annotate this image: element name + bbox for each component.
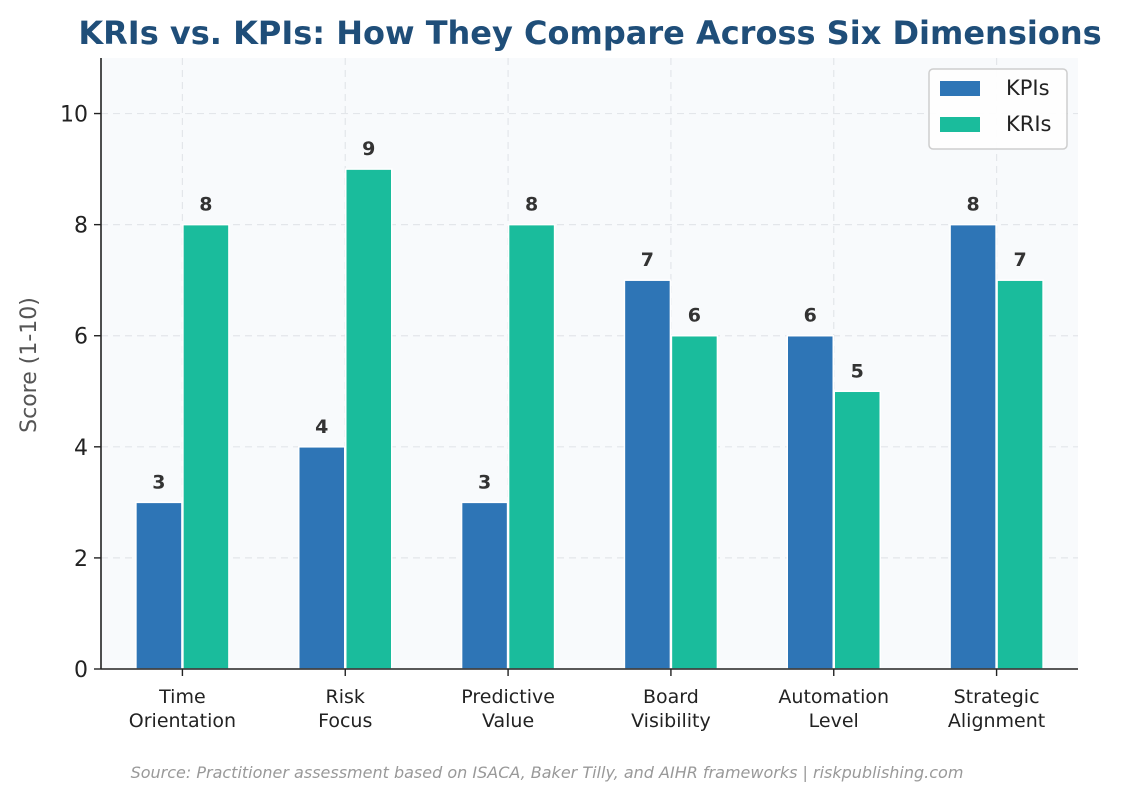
- plot-background: [101, 58, 1078, 669]
- x-tick-label: Predictive: [461, 686, 555, 708]
- y-axis-label: Score (1-10): [17, 297, 42, 433]
- x-tick-label: Board: [643, 686, 699, 708]
- bar-kpis-1: [298, 446, 346, 670]
- data-label: 4: [315, 416, 328, 438]
- bar-kpis-4: [786, 334, 834, 670]
- legend-label: KPIs: [1006, 76, 1050, 100]
- bar-kris-4: [833, 390, 881, 670]
- x-tick-label: Alignment: [948, 710, 1045, 732]
- legend-swatch-kris: [940, 117, 980, 132]
- legend-label: KRIs: [1006, 112, 1052, 136]
- data-label: 7: [1013, 249, 1026, 271]
- legend: KPIs KRIs: [928, 68, 1068, 150]
- y-tick-label: 4: [74, 436, 88, 461]
- source-note: Source: Practitioner assessment based on…: [131, 763, 964, 782]
- bar-kpis-3: [623, 279, 672, 670]
- bar-kpis-5: [949, 223, 997, 670]
- y-tick-label: 0: [74, 658, 88, 683]
- y-tick-label: 2: [74, 547, 88, 572]
- data-label: 7: [641, 249, 654, 271]
- x-tick-label: Strategic: [954, 686, 1040, 708]
- data-label: 3: [152, 471, 165, 493]
- x-tick-label: Time: [158, 686, 206, 708]
- x-tick-label: Automation: [778, 686, 889, 708]
- bar-kris-0: [182, 223, 230, 670]
- chart-title: KRIs vs. KPIs: How They Compare Across S…: [78, 14, 1101, 52]
- x-tick-label: Focus: [318, 710, 372, 732]
- bar-kpis-2: [460, 501, 509, 670]
- data-label: 3: [478, 471, 491, 493]
- data-label: 5: [851, 360, 864, 382]
- bar-kris-3: [670, 334, 719, 670]
- data-label: 6: [688, 305, 701, 327]
- legend-swatch-kpis: [940, 81, 980, 96]
- data-label: 8: [199, 194, 212, 216]
- bar-kris-2: [507, 223, 556, 670]
- bar-kpis-0: [135, 501, 183, 670]
- y-tick-label: 10: [60, 103, 88, 128]
- x-tick-label: Orientation: [129, 710, 236, 732]
- y-tick-label: 6: [74, 325, 88, 350]
- x-tick-label: Visibility: [631, 710, 711, 732]
- bar-kris-5: [996, 279, 1044, 670]
- data-label: 8: [525, 194, 538, 216]
- x-tick-label: Risk: [326, 686, 365, 708]
- data-label: 8: [966, 194, 979, 216]
- x-tick-label: Value: [482, 710, 534, 732]
- data-label: 6: [804, 305, 817, 327]
- y-tick-label: 8: [74, 214, 88, 239]
- bar-kris-1: [345, 168, 393, 670]
- data-label: 9: [362, 138, 375, 160]
- x-tick-label: Level: [809, 710, 859, 732]
